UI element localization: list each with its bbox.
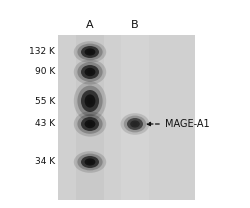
Ellipse shape: [87, 70, 92, 74]
Ellipse shape: [81, 65, 98, 79]
Text: A: A: [86, 20, 94, 30]
Ellipse shape: [87, 98, 92, 104]
Ellipse shape: [84, 120, 95, 128]
Ellipse shape: [126, 118, 142, 130]
Bar: [120, 35, 148, 200]
Ellipse shape: [81, 46, 98, 58]
Ellipse shape: [77, 62, 102, 82]
Text: B: B: [131, 20, 138, 30]
Ellipse shape: [81, 156, 98, 168]
Text: 55 K: 55 K: [34, 97, 55, 105]
Text: 132 K: 132 K: [29, 47, 55, 57]
Ellipse shape: [74, 81, 106, 121]
Ellipse shape: [77, 154, 102, 170]
Ellipse shape: [132, 122, 137, 126]
Text: 43 K: 43 K: [35, 120, 55, 129]
Ellipse shape: [87, 160, 92, 164]
Text: 34 K: 34 K: [35, 157, 55, 166]
Ellipse shape: [84, 158, 95, 166]
Ellipse shape: [81, 90, 98, 112]
Ellipse shape: [87, 50, 92, 54]
Ellipse shape: [120, 113, 149, 135]
Ellipse shape: [74, 151, 106, 173]
Ellipse shape: [77, 114, 102, 134]
Ellipse shape: [87, 122, 92, 126]
Text: 90 K: 90 K: [34, 68, 55, 77]
Ellipse shape: [77, 44, 102, 60]
Ellipse shape: [74, 111, 106, 137]
Ellipse shape: [74, 41, 106, 63]
Ellipse shape: [81, 117, 98, 131]
Ellipse shape: [77, 86, 102, 116]
Ellipse shape: [84, 94, 95, 108]
Ellipse shape: [123, 116, 146, 132]
Ellipse shape: [130, 120, 139, 128]
Text: MAGE-A1: MAGE-A1: [164, 119, 209, 129]
Ellipse shape: [84, 68, 95, 76]
Ellipse shape: [84, 48, 95, 56]
Bar: [76, 35, 104, 200]
Bar: [58, 35, 194, 200]
Ellipse shape: [74, 59, 106, 85]
